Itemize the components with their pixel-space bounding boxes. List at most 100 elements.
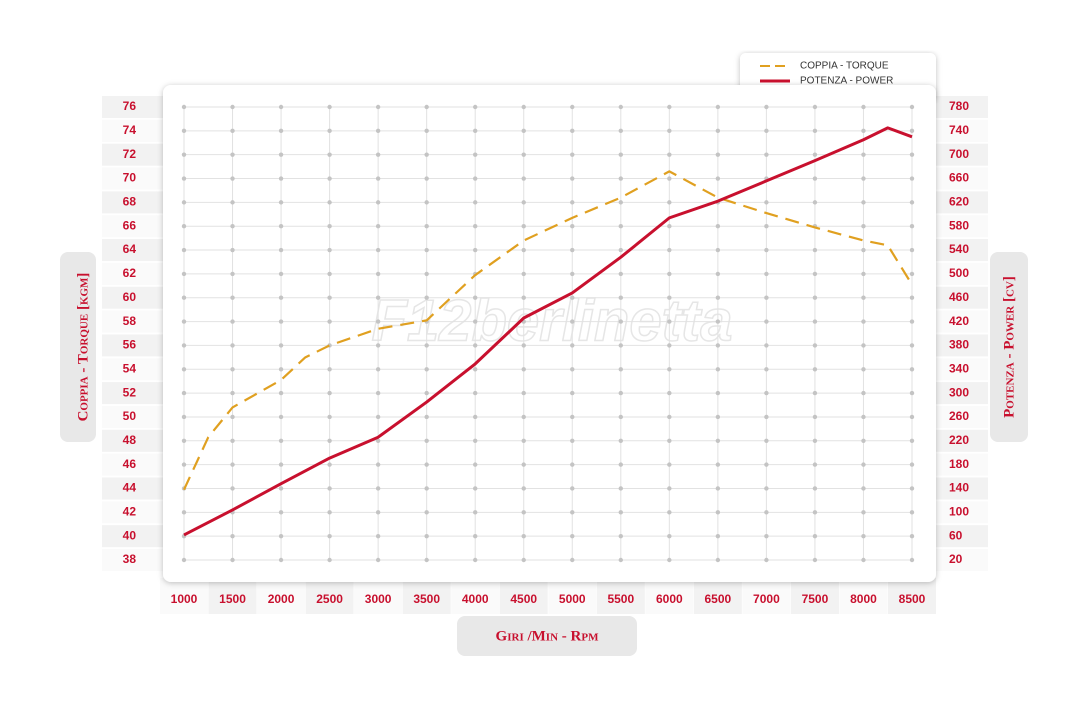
grid-dot (764, 295, 769, 300)
grid-dot (375, 104, 381, 110)
grid-dot (181, 176, 187, 181)
x-tick-band (208, 578, 257, 614)
grid-dot (764, 533, 769, 539)
grid-dot (181, 367, 187, 372)
x-tick-band (402, 578, 451, 614)
grid-dot (375, 128, 381, 134)
grid-dot (521, 104, 526, 110)
grid-dot (812, 533, 818, 539)
grid-dot (667, 533, 672, 539)
grid-dot (618, 295, 623, 300)
y-tick-label: 52 (123, 385, 137, 399)
y-tick-label: 72 (123, 147, 137, 161)
grid-dot (570, 367, 575, 372)
grid-dot (327, 557, 332, 563)
grid-dot (375, 176, 381, 181)
y2-tick-label: 100 (949, 504, 969, 518)
grid-dot (715, 462, 721, 467)
grid-dot (861, 200, 866, 205)
y2-tick-label: 580 (949, 218, 969, 232)
grid-dot (424, 343, 429, 348)
grid-dot (424, 295, 429, 300)
grid-dot (667, 462, 672, 467)
grid-dot (230, 438, 235, 443)
grid-dot (278, 343, 284, 348)
grid-dot (181, 271, 187, 277)
grid-dot (861, 104, 866, 110)
y-tick-label: 42 (123, 504, 137, 518)
grid-dot (764, 510, 769, 515)
y-tick-label: 74 (123, 123, 137, 137)
grid-dot (375, 319, 381, 324)
grid-dot (230, 152, 235, 157)
x-tick-label: 4000 (462, 592, 489, 606)
grid-dot (570, 486, 575, 491)
x-tick-band (645, 578, 694, 614)
grid-dot (812, 367, 818, 372)
grid-dot (715, 390, 721, 396)
y2-tick-label: 300 (949, 385, 969, 399)
grid-dot (861, 152, 866, 157)
grid-dot (861, 319, 866, 324)
y-tick-band (102, 239, 172, 262)
grid-dot (181, 247, 187, 253)
grid-dot (230, 390, 235, 396)
grid-dot (667, 438, 672, 443)
x-tick-band (742, 578, 791, 614)
grid-dot (715, 104, 721, 110)
grid-dot (764, 462, 769, 467)
grid-dot (909, 128, 915, 134)
grid-dot (230, 462, 235, 467)
grid-dot (278, 176, 284, 181)
grid-dot (764, 104, 769, 110)
grid-dot (424, 462, 429, 467)
y-tick-band (102, 501, 172, 524)
grid-dot (861, 224, 866, 229)
grid-dot (327, 367, 332, 372)
grid-dot (812, 510, 818, 515)
y-tick-band (102, 549, 172, 571)
grid-dot (570, 247, 575, 253)
grid-dot (812, 319, 818, 324)
grid-dot (812, 271, 818, 277)
x-tick-label: 8500 (899, 592, 926, 606)
grid-dot (812, 414, 818, 420)
grid-dot (715, 319, 721, 324)
grid-dot (473, 510, 478, 515)
grid-dot (861, 438, 866, 443)
grid-dot (473, 557, 478, 563)
grid-dot (521, 367, 526, 372)
grid-dot (230, 104, 235, 110)
grid-dot (327, 128, 332, 134)
y2-tick-band (928, 405, 988, 428)
y2-tick-label: 340 (949, 361, 969, 375)
grid-dot (570, 414, 575, 420)
y2-tick-band (928, 143, 988, 166)
grid-dot (521, 224, 526, 229)
y2-tick-band (928, 549, 988, 571)
grid-dot (715, 510, 721, 515)
grid-dot (181, 510, 187, 515)
y-tick-band (102, 382, 172, 405)
y-tick-label: 70 (123, 171, 137, 185)
y2-tick-band (928, 310, 988, 333)
grid-dot (618, 390, 623, 396)
grid-dot (667, 104, 672, 110)
series-line (183, 126, 913, 537)
grid-dot (570, 224, 575, 229)
x-tick-band (839, 578, 888, 614)
grid-dot (861, 533, 866, 539)
grid-dot (764, 557, 769, 563)
grid-dot (715, 486, 721, 491)
x-tick-label: 1500 (219, 592, 246, 606)
y-tick-band (102, 358, 172, 381)
grid-dot (473, 128, 478, 134)
grid-dot (327, 533, 332, 539)
grid-dot (181, 438, 187, 443)
grid-dot (667, 200, 672, 205)
plot (181, 104, 915, 563)
grid-dot (327, 247, 332, 253)
grid-dot (618, 486, 623, 491)
grid-dot (667, 247, 672, 253)
grid-dot (764, 200, 769, 205)
